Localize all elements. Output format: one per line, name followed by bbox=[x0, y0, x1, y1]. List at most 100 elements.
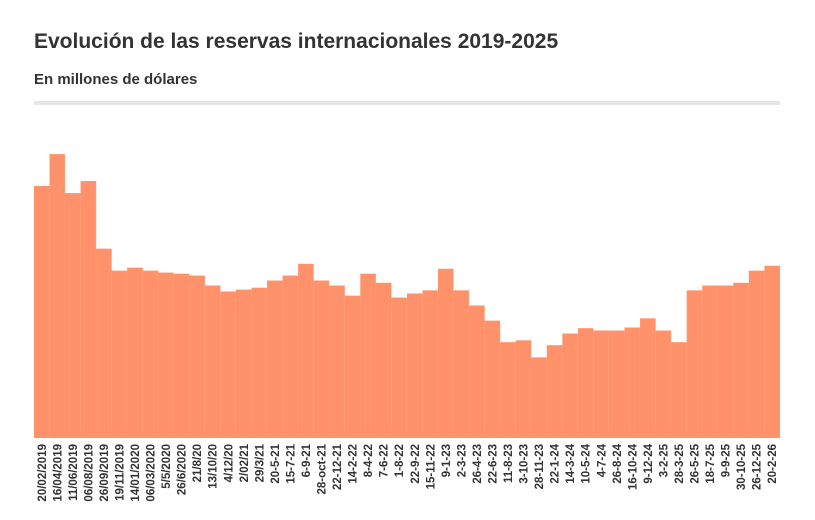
bar bbox=[733, 282, 749, 438]
x-tick-label: 13/10/20 bbox=[208, 444, 220, 489]
bar bbox=[453, 290, 469, 438]
bar bbox=[189, 275, 205, 438]
x-tick-label: 30-10-25 bbox=[736, 443, 748, 490]
bar bbox=[204, 285, 220, 438]
bar bbox=[702, 285, 718, 438]
x-tick-label: 16/04/2019 bbox=[52, 444, 64, 502]
chart-subtitle: En millones de dólares bbox=[34, 71, 198, 88]
bar bbox=[65, 193, 81, 438]
x-tick-label: 1-8-22 bbox=[394, 444, 406, 477]
bar bbox=[220, 291, 236, 438]
x-tick-label: 3-2-25 bbox=[658, 443, 670, 477]
bar bbox=[438, 268, 454, 438]
x-tick-label: 15-7-21 bbox=[285, 443, 297, 483]
bar bbox=[640, 318, 656, 438]
bar bbox=[34, 185, 50, 438]
x-tick-label: 6-9-21 bbox=[301, 443, 313, 477]
bar bbox=[593, 330, 609, 438]
x-tick-label: 22-9-22 bbox=[410, 444, 422, 484]
x-tick-label: 22-12-21 bbox=[332, 443, 344, 490]
bar bbox=[298, 263, 314, 438]
bar bbox=[748, 270, 764, 438]
x-tick-label: 21/8/20 bbox=[192, 444, 204, 482]
x-tick-label: 06/08/2019 bbox=[83, 444, 95, 502]
x-tick-label: 28-3-25 bbox=[674, 443, 686, 483]
x-tick-label: 20-5-21 bbox=[270, 443, 282, 483]
bar bbox=[344, 295, 360, 438]
bar bbox=[80, 181, 96, 438]
x-tick-label: 20-2-26 bbox=[767, 444, 779, 484]
bar bbox=[127, 267, 143, 438]
bar bbox=[111, 270, 127, 438]
x-tick-label: 9-9-25 bbox=[721, 443, 733, 477]
x-tick-label: 15-11-22 bbox=[425, 444, 437, 489]
header-divider bbox=[34, 101, 780, 105]
bar bbox=[686, 290, 702, 438]
bar bbox=[282, 275, 298, 438]
bar bbox=[577, 328, 593, 438]
bar bbox=[500, 342, 516, 438]
x-tick-label: 29/3/21 bbox=[254, 443, 266, 482]
x-tick-label: 3-10-23 bbox=[519, 444, 531, 484]
x-tick-label: 22-6-23 bbox=[487, 444, 499, 484]
bar bbox=[469, 305, 485, 438]
x-tick-label: 26-8-24 bbox=[612, 443, 624, 483]
x-tick-label: 18-7-25 bbox=[705, 443, 717, 483]
bar bbox=[655, 330, 671, 438]
bar bbox=[267, 280, 283, 438]
x-tick-label: 28-oct-21 bbox=[317, 443, 329, 494]
bar bbox=[717, 285, 733, 438]
bar bbox=[313, 280, 329, 438]
bar bbox=[764, 265, 780, 438]
x-tick-label: 26-12-25 bbox=[752, 443, 764, 490]
bar bbox=[173, 273, 189, 438]
x-tick-label: 14/01/2020 bbox=[130, 444, 142, 502]
bar bbox=[236, 289, 252, 438]
x-tick-label: 2-3-23 bbox=[456, 444, 468, 477]
bar bbox=[360, 273, 376, 438]
x-tick-label: 5/5/2020 bbox=[161, 444, 173, 489]
x-tick-label: 11/06/2019 bbox=[68, 444, 80, 501]
bar bbox=[531, 357, 547, 438]
bar bbox=[671, 342, 687, 438]
bar bbox=[142, 270, 158, 438]
bar bbox=[624, 327, 640, 438]
bar bbox=[515, 340, 531, 438]
x-tick-label: 11-8-23 bbox=[503, 444, 515, 483]
bar bbox=[562, 333, 578, 438]
x-tick-label: 16-10-24 bbox=[627, 443, 639, 490]
x-tick-label: 2/02/21 bbox=[239, 443, 251, 482]
bar bbox=[49, 154, 65, 438]
x-tick-label: 06/03/2020 bbox=[146, 444, 158, 502]
x-tick-label: 9-12-24 bbox=[643, 443, 655, 483]
x-tick-label: 26/09/2019 bbox=[99, 444, 111, 502]
x-tick-label: 4-7-24 bbox=[596, 443, 608, 477]
bar bbox=[484, 320, 500, 438]
chart-title: Evolución de las reservas internacionale… bbox=[34, 30, 559, 53]
bar bbox=[609, 330, 625, 438]
bar bbox=[546, 345, 562, 438]
x-tick-label: 19/11/2019 bbox=[114, 444, 126, 501]
x-tick-label: 7-6-22 bbox=[379, 444, 391, 477]
bar bbox=[407, 293, 423, 438]
x-tick-label: 8-4-22 bbox=[363, 444, 375, 477]
bar bbox=[329, 285, 345, 438]
x-tick-label: 4/12/20 bbox=[223, 444, 235, 482]
bar bbox=[158, 272, 174, 438]
x-tick-label: 26/6/2020 bbox=[177, 444, 189, 495]
x-tick-label: 20/02/2019 bbox=[37, 444, 49, 502]
x-tick-label: 28-11-23 bbox=[534, 444, 546, 489]
x-tick-label: 14-2-22 bbox=[348, 444, 360, 484]
bar bbox=[96, 248, 112, 438]
x-tick-label: 26-4-23 bbox=[472, 444, 484, 484]
x-tick-label: 22-1-24 bbox=[550, 443, 562, 483]
x-tick-label: 9-1-23 bbox=[441, 444, 453, 477]
bar bbox=[391, 297, 407, 438]
x-tick-label: 10-5-24 bbox=[581, 443, 593, 483]
x-tick-label: 26-5-25 bbox=[690, 443, 702, 483]
x-tick-label: 14-3-24 bbox=[565, 443, 577, 483]
bar bbox=[422, 290, 438, 438]
bar bbox=[251, 287, 267, 438]
bar bbox=[375, 282, 391, 438]
